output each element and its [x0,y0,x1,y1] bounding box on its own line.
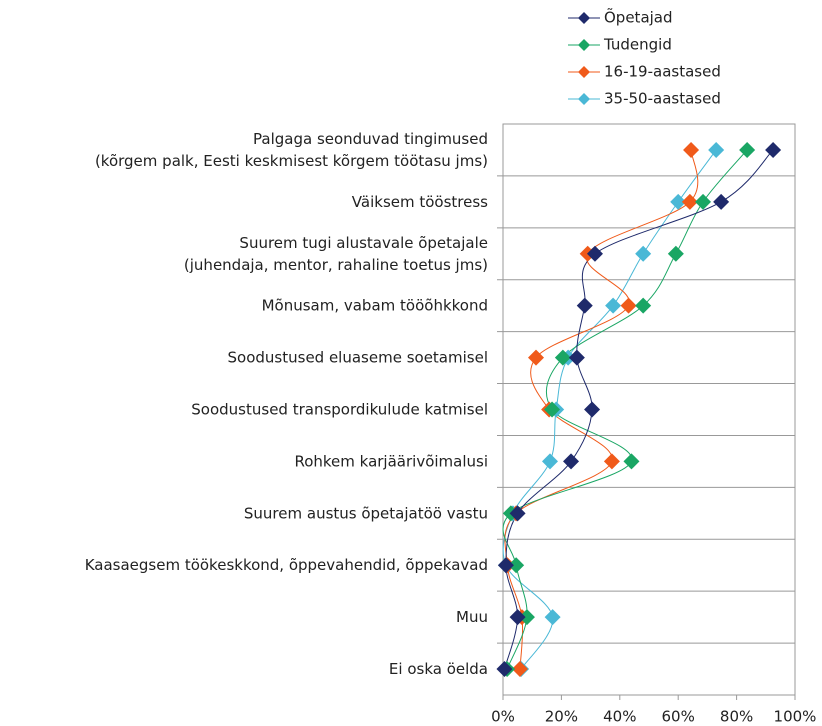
x-tick-label: 0% [491,708,515,726]
data-point [635,245,652,262]
data-point [681,193,698,210]
category-label: Väiksem tööstress [352,192,488,210]
data-point [542,453,559,470]
data-point [586,245,603,262]
data-point [670,193,687,210]
data-point [635,297,652,314]
legend-label: Õpetajad [604,8,673,27]
x-tick-label: 80% [720,708,753,726]
data-point [544,609,561,626]
category-label: Suurem tugi alustavale õpetajale (juhenda… [184,233,488,273]
data-point [584,401,601,418]
data-point [508,557,525,574]
data-point [623,453,640,470]
category-label: Muu [456,608,488,626]
data-point [554,349,571,366]
x-tick-label: 40% [603,708,636,726]
legend-marker [578,12,590,24]
category-label: Mõnusam, vabam tööõhkkond [262,296,488,314]
category-label: Suurem austus õpetajatöö vastu [244,504,488,522]
data-point [620,297,637,314]
x-tick-label: 60% [662,708,695,726]
legend-marker [578,66,590,78]
data-point [765,141,782,158]
data-point [576,297,593,314]
data-point [509,609,526,626]
category-label: Soodustused eluaseme soetamisel [228,348,488,366]
category-label: Kaasaegsem töökeskkond, õppevahendid, õp… [85,556,488,574]
plot-frame [502,123,796,696]
data-point [739,141,756,158]
data-point [568,349,585,366]
category-label: Rohkem karjäärivõimalusi [294,452,488,470]
legend-label: 35-50-aastased [604,90,721,108]
data-point [605,297,622,314]
data-point [527,349,544,366]
data-point [683,141,700,158]
series-line [503,149,774,670]
legend-marker [578,39,590,51]
data-point [708,141,725,158]
data-point [497,557,514,574]
x-tick-label: 20% [545,708,578,726]
data-point [544,401,561,418]
data-point [509,505,526,522]
category-label: Ei oska öelda [389,660,488,678]
data-point [667,245,684,262]
category-label: Palgaga seonduvad tingimused (kõrgem palk… [95,129,488,169]
category-label: Soodustused transpordikulude katmisel [191,400,488,418]
data-point [713,193,730,210]
data-point [603,453,620,470]
legend-marker [578,93,590,105]
data-point [511,661,528,678]
data-point [496,661,513,678]
legend-label: 16-19-aastased [604,63,721,81]
data-point [518,609,535,626]
data-point [695,193,712,210]
data-point [563,453,580,470]
legend-label: Tudengid [603,36,672,54]
x-tick-label: 100% [774,708,817,726]
